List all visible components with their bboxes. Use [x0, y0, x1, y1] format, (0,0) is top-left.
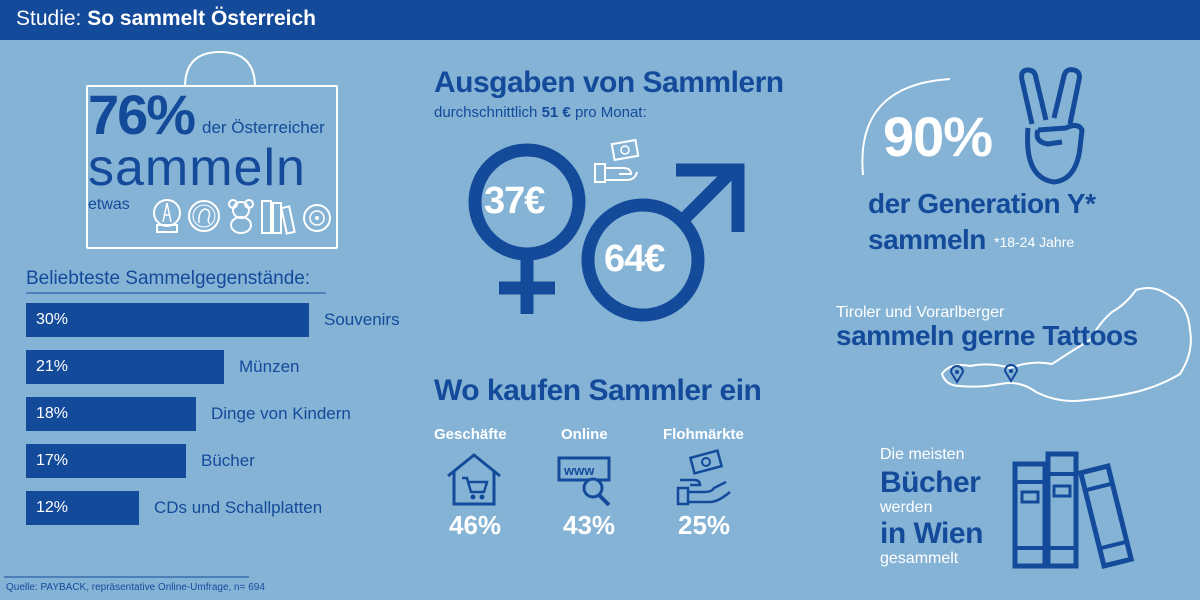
popular-bar: 30% — [26, 303, 309, 337]
popular-bar-label: Dinge von Kindern — [211, 404, 351, 423]
snowglobe-icon — [153, 199, 181, 233]
books-line4: in Wien — [880, 517, 983, 550]
channel-label-shops: Geschäfte — [434, 426, 507, 443]
books-icon — [1012, 451, 1135, 569]
popular-bar: 12% — [26, 491, 139, 525]
gen-y-percent: 90% — [883, 105, 993, 168]
books-small-icon — [261, 200, 296, 235]
collectors-frame — [86, 85, 338, 249]
shop-house-icon — [447, 453, 501, 506]
popular-bar-value: 17% — [36, 452, 69, 469]
popular-title: Beliebteste Sammelgegenstände: — [26, 268, 311, 289]
title-prefix: Studie: — [16, 7, 82, 30]
channel-value-flea: 25% — [678, 510, 731, 540]
popular-underline — [26, 292, 326, 294]
shopping-title: Wo kaufen Sammler ein — [434, 374, 762, 407]
gen-y-line1: der Generation Y* — [868, 188, 1096, 219]
female-amount: 37€ — [484, 180, 545, 222]
online-search-icon: www — [557, 456, 611, 507]
channel-label-online: Online — [561, 426, 608, 443]
popular-bar: 21% — [26, 350, 224, 384]
austria-map-outline — [940, 287, 1192, 402]
spending-subtitle-post: pro Monat: — [574, 104, 647, 121]
collectors-line1: der Österreicher — [202, 118, 325, 137]
popular-bar-label: Souvenirs — [324, 310, 400, 329]
spending-subtitle-pre: durchschnittlich — [434, 104, 538, 121]
female-symbol-icon — [468, 143, 586, 314]
tattoos-line1: Tiroler und Vorarlberger — [836, 304, 1005, 321]
popular-bar-value: 30% — [36, 311, 69, 328]
popular-bar: 17% — [26, 444, 186, 478]
popular-bar-value: 21% — [36, 358, 69, 375]
popular-bar-value: 18% — [36, 405, 69, 422]
channel-value-online: 43% — [563, 510, 616, 540]
books-line3: werden — [880, 499, 933, 516]
male-symbol-icon — [581, 163, 745, 322]
coin-icon — [188, 200, 220, 232]
money-hand-icon — [594, 138, 640, 183]
books-line2: Bücher — [880, 466, 981, 499]
spending-title: Ausgaben von Sammlern — [434, 66, 784, 99]
victory-hand-icon — [1019, 67, 1085, 185]
spending-subtitle: durchschnittlich 51 € pro Monat: — [434, 104, 647, 121]
popular-bar-value: 12% — [36, 499, 69, 516]
popular-bar-label: Münzen — [239, 357, 300, 376]
gen-y-line2: sammeln — [868, 224, 986, 255]
collectors-line3: etwas — [88, 196, 130, 213]
books-line1: Die meisten — [880, 446, 965, 463]
collectors-percent: 76% — [88, 83, 196, 146]
teddy-bear-icon — [228, 199, 254, 234]
header-bar: Studie: So sammelt Österreich — [0, 0, 1200, 40]
source-note: Quelle: PAYBACK, repräsentative Online-U… — [6, 582, 265, 593]
page-title: Studie: So sammelt Österreich — [16, 7, 316, 31]
location-pin-icon-2 — [1003, 364, 1019, 383]
collectors-line2: sammeln — [88, 139, 306, 197]
books-line5: gesammelt — [880, 550, 959, 567]
channel-label-flea: Flohmärkte — [663, 426, 744, 443]
spending-subtitle-amount: 51 € — [541, 104, 571, 121]
channel-value-shops: 46% — [449, 510, 502, 540]
source-rule — [4, 576, 249, 578]
popular-bar-label: Bücher — [201, 451, 255, 470]
tattoos-line2: sammeln gerne Tattoos — [836, 320, 1138, 351]
svg-text:www: www — [563, 463, 595, 478]
flea-market-handshake-icon — [676, 449, 731, 506]
male-amount: 64€ — [604, 238, 665, 280]
popular-bar: 18% — [26, 397, 196, 431]
popular-bar-label: CDs und Schallplatten — [154, 498, 323, 517]
gen-y-footnote: *18-24 Jahre — [994, 234, 1075, 250]
title-main: So sammelt Österreich — [87, 7, 316, 30]
gen-y-arc — [861, 78, 951, 176]
bag-handle-icon — [184, 50, 256, 88]
location-pin-icon-1 — [949, 365, 965, 384]
record-icon — [303, 204, 331, 232]
